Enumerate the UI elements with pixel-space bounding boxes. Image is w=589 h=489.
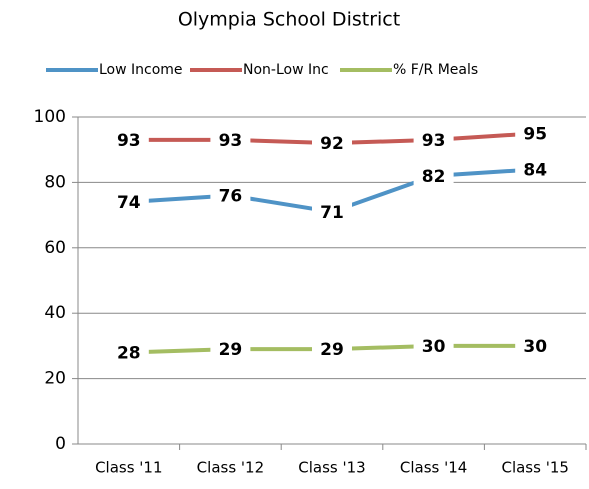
data-label: 82 xyxy=(422,167,446,187)
label-bg xyxy=(515,157,556,182)
label-bg xyxy=(413,333,454,358)
data-label: 93 xyxy=(422,131,446,151)
data-label: 30 xyxy=(523,337,547,357)
label-bg xyxy=(515,121,556,146)
data-label: 29 xyxy=(219,340,243,360)
x-tick-label: Class '15 xyxy=(501,459,568,477)
legend-label: % F/R Meals xyxy=(393,62,478,78)
label-bg xyxy=(312,199,352,224)
chart-title: Olympia School District xyxy=(178,9,400,31)
label-bg xyxy=(210,337,251,362)
y-tick-label: 0 xyxy=(55,434,66,454)
x-tick-label: Class '13 xyxy=(298,459,365,477)
label-bg xyxy=(210,183,251,208)
label-bg xyxy=(210,127,251,152)
y-tick-label: 80 xyxy=(44,172,66,192)
data-label: 92 xyxy=(320,134,344,154)
y-tick-label: 20 xyxy=(44,369,66,389)
x-tick-label: Class '11 xyxy=(95,459,162,477)
data-label: 71 xyxy=(320,203,344,223)
legend-label: Low Income xyxy=(99,62,183,78)
data-label: 30 xyxy=(422,337,446,357)
x-tick-label: Class '14 xyxy=(400,459,467,477)
data-label: 95 xyxy=(523,124,547,144)
data-label: 28 xyxy=(117,343,141,363)
y-tick-label: 60 xyxy=(44,238,66,258)
data-label: 84 xyxy=(523,160,547,180)
label-bg xyxy=(312,337,352,362)
label-bg xyxy=(108,190,149,215)
label-bg xyxy=(515,333,556,358)
data-label: 93 xyxy=(219,131,243,151)
data-label: 29 xyxy=(320,340,344,360)
data-label: 93 xyxy=(117,131,141,151)
data-label: 74 xyxy=(117,193,141,213)
data-label: 76 xyxy=(219,186,243,206)
label-bg xyxy=(108,127,149,152)
label-bg xyxy=(108,340,149,365)
label-bg xyxy=(413,163,454,188)
label-bg xyxy=(413,127,454,152)
label-bg xyxy=(312,131,352,156)
y-tick-label: 40 xyxy=(44,303,66,323)
legend-label: Non-Low Inc xyxy=(243,62,329,78)
y-tick-label: 100 xyxy=(34,107,66,127)
x-tick-label: Class '12 xyxy=(197,459,264,477)
